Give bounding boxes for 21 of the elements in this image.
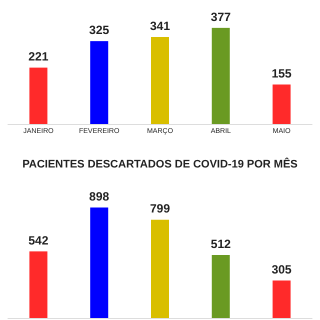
bar <box>29 251 48 318</box>
data-label: 305 <box>272 262 292 276</box>
data-label: 221 <box>28 50 49 64</box>
bar <box>212 255 230 318</box>
bar <box>212 28 230 124</box>
data-label: 341 <box>150 19 170 34</box>
data-label: 898 <box>89 190 110 204</box>
bar <box>272 280 291 318</box>
bar <box>29 68 48 124</box>
bar <box>151 220 169 318</box>
data-label: 377 <box>210 10 232 24</box>
data-label: 325 <box>89 23 110 38</box>
data-label: 799 <box>150 202 170 216</box>
data-label: 512 <box>210 237 232 252</box>
chart-title: PACIENTES DESCARTADOS DE COVID-19 POR MÊS <box>22 158 298 170</box>
bar <box>90 41 108 124</box>
bar <box>90 208 108 318</box>
data-label: 542 <box>28 233 49 248</box>
bar <box>151 37 169 124</box>
bar <box>272 84 291 124</box>
data-label: 155 <box>272 66 292 80</box>
